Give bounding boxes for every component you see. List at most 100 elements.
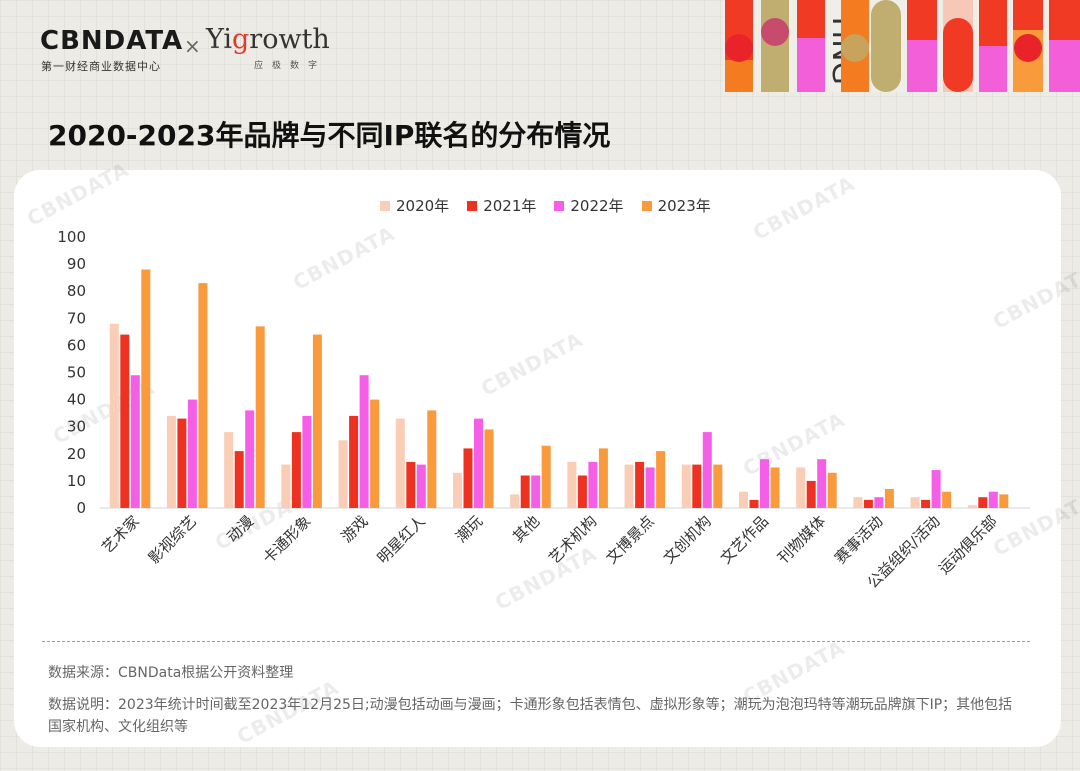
bar [416, 464, 426, 508]
legend-item-2021: 2021年 [467, 195, 536, 216]
bar [827, 472, 837, 508]
bar [520, 475, 530, 508]
cbndata-logo: CBNDATA [40, 26, 184, 56]
bar [245, 410, 255, 508]
y-tick-label: 90 [67, 255, 86, 273]
bar [874, 497, 884, 508]
bar [749, 499, 759, 508]
page-title: 2020-2023年品牌与不同IP联名的分布情况 [48, 119, 611, 152]
data-explanation-note: 数据说明：2023年统计时间截至2023年12月25日;动漫包括动画与漫画；卡通… [48, 697, 1013, 735]
x-tick-label: 文博景点 [602, 512, 657, 567]
bar [635, 461, 645, 508]
bar [453, 472, 462, 508]
x-tick-label: 艺术家 [98, 512, 143, 557]
bar [645, 467, 655, 508]
y-tick-label: 50 [67, 364, 86, 382]
bar [967, 505, 977, 508]
x-tick-label: 刊物媒体 [774, 512, 829, 567]
bar [999, 494, 1009, 508]
bar [234, 451, 244, 508]
bar [510, 494, 520, 508]
bar [577, 475, 587, 508]
bar [567, 461, 577, 508]
bar-chart: 0 10 20 30 40 50 60 70 80 90 100 艺术家 影视综艺 动漫 卡通形象 游戏 明星红… [57, 228, 1030, 592]
bar [427, 410, 437, 508]
yigrowth-logo-part-a: Yi [206, 24, 232, 55]
bar [255, 326, 265, 508]
x-tick-label: 潮玩 [452, 512, 486, 546]
bar [978, 497, 988, 508]
decorative-banner: YING [723, 0, 1080, 92]
yigrowth-logo: Yigrowth [206, 24, 330, 55]
bar [588, 461, 598, 508]
y-tick-label: 0 [76, 499, 86, 517]
bar [224, 432, 234, 508]
bar [541, 445, 551, 508]
y-tick-label: 60 [67, 336, 86, 354]
y-tick-label: 100 [57, 228, 86, 246]
y-tick-label: 20 [67, 445, 86, 463]
legend-swatch-2020 [380, 200, 390, 211]
x-tick-label: 卡通形象 [259, 512, 314, 567]
bar [359, 375, 369, 508]
bar [863, 499, 873, 508]
y-tick-label: 30 [67, 418, 86, 436]
x-tick-label: 运动俱乐部 [935, 512, 1001, 578]
decorative-pattern: YING [723, 0, 1080, 92]
legend-label-2022: 2022年 [570, 197, 624, 215]
bar [281, 464, 291, 508]
bar [109, 323, 119, 508]
legend-label-2020: 2020年 [396, 197, 450, 215]
bar [120, 334, 130, 508]
cbndata-logo-subtitle: 第一财经商业数据中心 [41, 60, 161, 73]
bar [884, 489, 894, 508]
bar [656, 451, 666, 508]
legend-swatch-2021 [467, 200, 478, 211]
x-tick-label: 游戏 [338, 512, 372, 546]
y-tick-label: 70 [67, 309, 86, 327]
data-source-note: 数据来源：CBNData根据公开资料整理 [48, 665, 294, 681]
x-tick-label: 赛事活动 [831, 512, 886, 567]
bar [598, 448, 608, 508]
bar [770, 467, 780, 508]
y-tick-label: 40 [67, 391, 86, 409]
bar [406, 461, 416, 508]
bar [177, 418, 187, 508]
legend-swatch-2022 [554, 200, 565, 211]
bar [692, 464, 702, 508]
bar [166, 415, 176, 508]
bar [130, 375, 140, 508]
bar [291, 432, 301, 508]
y-tick-label: 80 [67, 282, 86, 300]
bar [395, 418, 405, 508]
bar [681, 464, 691, 508]
legend-item-2022: 2022年 [554, 195, 624, 216]
bar [141, 269, 151, 508]
bar [817, 459, 827, 508]
bar [531, 475, 541, 508]
bar [806, 480, 816, 508]
x-tick-label: 影视综艺 [145, 512, 200, 567]
bar [942, 491, 952, 508]
bar [624, 464, 634, 508]
bar [187, 399, 197, 508]
bar [302, 415, 312, 508]
x-tick-label: 动漫 [223, 512, 257, 546]
x-tick-label: 艺术机构 [545, 512, 600, 567]
bar [921, 499, 931, 508]
legend-label-2021: 2021年 [483, 197, 537, 215]
legend-swatch-2023 [641, 200, 652, 211]
bar [713, 464, 723, 508]
bar [370, 399, 380, 508]
bar [910, 497, 920, 508]
bar [312, 334, 322, 508]
bar [796, 467, 806, 508]
cross-mark: × [184, 34, 201, 58]
y-tick-label: 10 [67, 472, 86, 490]
divider [42, 641, 1030, 642]
bar [760, 459, 769, 508]
legend-label-2023: 2023年 [657, 197, 711, 215]
bar [988, 491, 998, 508]
chart-legend: 2020年 2021年 2022年 2023年 [380, 195, 711, 216]
bar [463, 448, 473, 508]
